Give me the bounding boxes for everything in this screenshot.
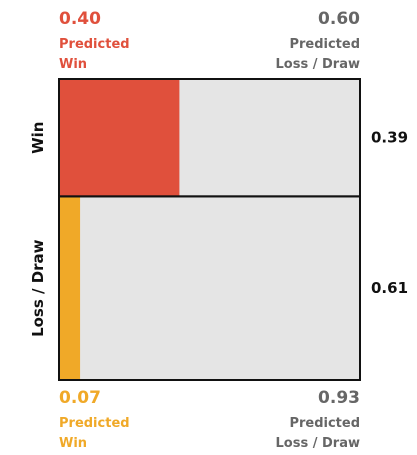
bottom-predicted-loss-label-line2: Loss / Draw	[276, 436, 360, 451]
bottom-predicted-win-value: 0.07	[59, 388, 101, 408]
bottom-predicted-loss-label-line1: Predicted	[289, 416, 360, 431]
row-label-win: Win	[29, 122, 47, 154]
top-predicted-win-value: 0.40	[59, 9, 101, 29]
top-predicted-win-label-line1: Predicted	[59, 37, 130, 52]
top-predicted-loss-value: 0.60	[318, 9, 360, 29]
bottom-predicted-win-label-line1: Predicted	[59, 416, 130, 431]
row-label-loss-draw: Loss / Draw	[29, 239, 47, 337]
bottom-predicted-loss-value: 0.93	[318, 388, 360, 408]
row-border-loss-draw	[58, 195, 361, 381]
row-proportion-loss-draw: 0.61	[371, 279, 408, 297]
cell-win-predicted-win	[59, 79, 180, 197]
cell-loss-draw-predicted-win	[59, 196, 81, 380]
top-predicted-loss-label-line2: Loss / Draw	[276, 57, 360, 72]
plot-area	[58, 78, 361, 381]
top-predicted-win-label-line2: Win	[59, 57, 87, 72]
cell-loss-draw-predicted-loss-draw	[59, 196, 360, 380]
row-proportion-win: 0.39	[371, 129, 408, 147]
bottom-predicted-win-label-line2: Win	[59, 436, 87, 451]
top-predicted-loss-label-line1: Predicted	[289, 37, 360, 52]
